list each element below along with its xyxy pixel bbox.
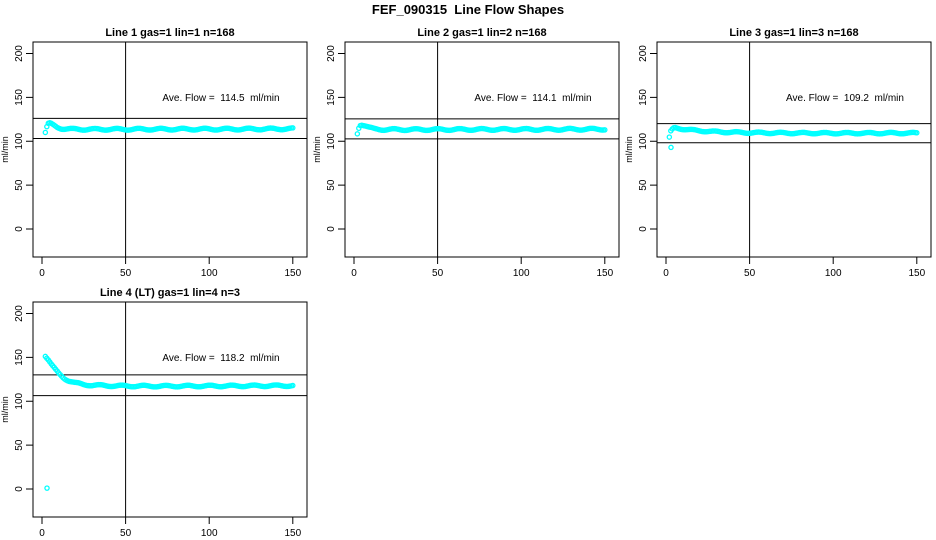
plot-area: 0 50 100 150 0 50 100 150 200 ml/min [0,301,308,539]
x-tick-label: 0 [663,268,669,279]
y-axis-label: ml/min [0,396,10,423]
y-tick-label: 200 [326,45,337,62]
y-tick-label: 150 [14,349,25,366]
panel-line-2: Line 2 gas=1 lin=2 n=168 Ave. Flow = 114… [312,20,624,280]
data-point [290,125,296,131]
y-tick-label: 0 [14,486,25,492]
data-point [42,129,49,136]
x-tick-label: 150 [908,268,925,279]
x-tick-label: 100 [201,528,218,539]
plot-box [344,41,620,258]
plot-box [32,301,308,518]
x-tick-label: 100 [201,268,218,279]
y-tick-label: 200 [14,45,25,62]
y-tick-label: 0 [326,226,337,232]
plot-main-title: FEF_090315 Line Flow Shapes [371,2,565,17]
data-point [354,131,361,137]
x-tick-label: 50 [744,268,756,279]
ave-flow-label: Ave. Flow = 114.5 ml/min [162,93,279,104]
ave-flow-label: Ave. Flow = 114.1 ml/min [474,93,591,104]
panel-line-1: Line 1 gas=1 lin=1 n=168 Ave. Flow = 114… [0,20,312,280]
panel-line-4: Line 4 (LT) gas=1 lin=4 n=3 Ave. Flow = … [0,280,312,540]
panel-title: Line 1 gas=1 lin=1 n=168 [105,27,234,39]
x-tick-label: 50 [432,268,444,279]
panel-line-1-plot: Line 1 gas=1 lin=1 n=168 Ave. Flow = 114… [0,27,308,279]
plot-box [656,41,932,258]
y-tick-label: 150 [14,89,25,106]
panel-line-3: Line 3 gas=1 lin=3 n=168 Ave. Flow = 109… [624,20,936,280]
x-tick-label: 0 [39,528,45,539]
y-tick-label: 0 [638,226,649,232]
panel-line-4-plot: Line 4 (LT) gas=1 lin=4 n=3 Ave. Flow = … [0,287,308,539]
panel-line-3-plot: Line 3 gas=1 lin=3 n=168 Ave. Flow = 109… [624,27,932,279]
plot-area: 0 50 100 150 0 50 100 150 200 ml/min [624,41,932,279]
x-tick-label: 150 [284,528,301,539]
data-point [914,130,920,136]
y-axis-label: ml/min [624,136,634,163]
data-point [602,127,608,133]
y-tick-label: 100 [326,132,337,149]
y-tick-label: 150 [326,89,337,106]
panel-title: Line 3 gas=1 lin=3 n=168 [729,27,858,39]
y-axis-label: ml/min [0,136,10,163]
ave-flow-label: Ave. Flow = 109.2 ml/min [786,93,904,104]
y-tick-label: 0 [14,226,25,232]
x-tick-label: 50 [120,528,132,539]
panel-line-2-plot: Line 2 gas=1 lin=2 n=168 Ave. Flow = 114… [312,27,620,279]
outlier-data-point [668,144,674,151]
y-tick-label: 50 [638,179,649,191]
plot-box [32,41,308,258]
y-tick-label: 200 [14,305,25,322]
x-tick-label: 150 [596,268,613,279]
data-point [666,134,673,140]
y-tick-label: 50 [14,439,25,451]
data-point [290,382,296,389]
panel-title: Line 4 (LT) gas=1 lin=4 n=3 [100,287,240,299]
x-tick-label: 100 [825,268,842,279]
y-tick-label: 50 [326,179,337,191]
x-tick-label: 0 [39,268,45,279]
x-tick-label: 50 [120,268,132,279]
y-tick-label: 100 [14,392,25,409]
y-tick-label: 150 [638,89,649,106]
plot-area: 0 50 100 150 0 50 100 150 200 ml/min [312,41,620,279]
x-tick-label: 100 [513,268,530,279]
plot-area: 0 50 100 150 0 50 100 150 200 ml/min [0,41,308,279]
panel-title: Line 2 gas=1 lin=2 n=168 [417,27,546,39]
y-tick-label: 50 [14,179,25,191]
outlier-data-point [44,485,50,491]
y-axis-label: ml/min [312,136,322,163]
ave-flow-label: Ave. Flow = 118.2 ml/min [162,353,279,364]
y-tick-label: 100 [638,132,649,149]
x-tick-label: 0 [351,268,357,279]
y-tick-label: 200 [638,45,649,62]
x-tick-label: 150 [284,268,301,279]
y-tick-label: 100 [14,132,25,149]
